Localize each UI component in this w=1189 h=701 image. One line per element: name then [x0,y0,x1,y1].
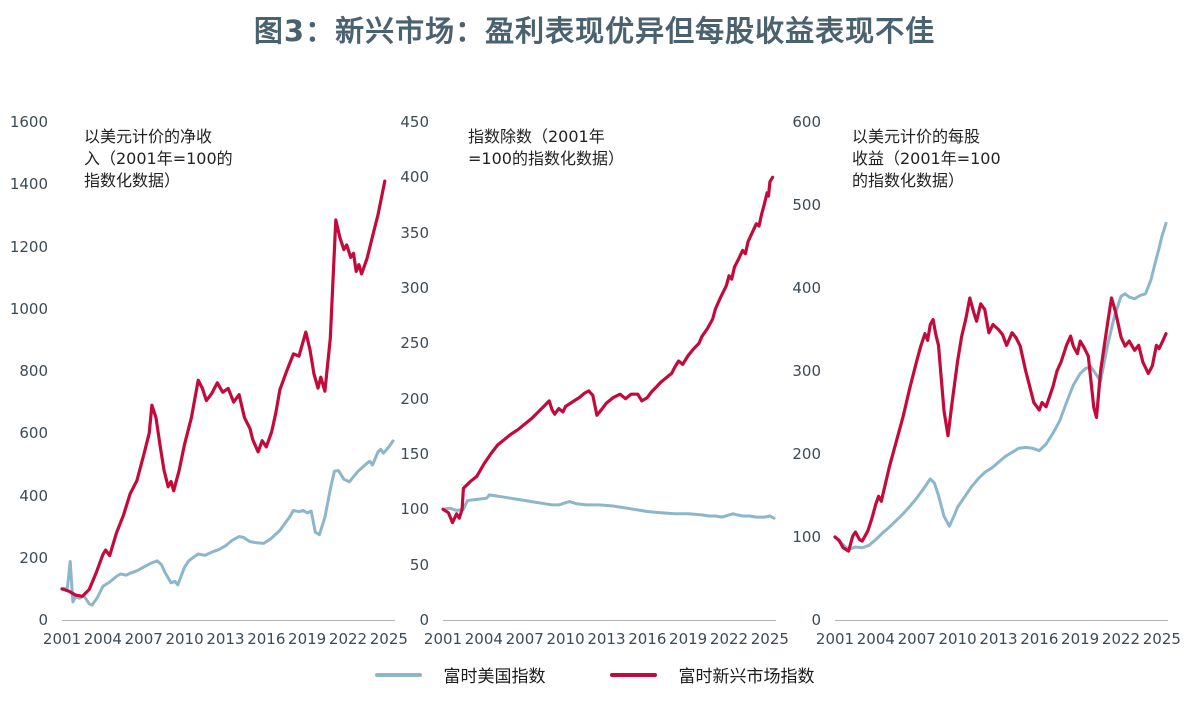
legend-line-swatch-ftse-usa-icon [374,672,422,677]
legend: 富时美国指数 富时新兴市场指数 [0,662,1189,687]
y-axis-tick-label: 200 [19,548,48,567]
y-axis-tick-label: 800 [19,362,48,380]
plot-area [441,175,776,525]
y-axis-tick-label: 200 [792,445,821,463]
y-axis-tick-label: 1400 [9,175,48,194]
y-axis-tick-label: 300 [792,362,821,380]
y-axis-tick-label: 0 [811,611,821,629]
x-axis-tick-label: 2013 [979,630,1018,648]
chart-annotation-index-divisor: 指数除数（2001年 =100的指数化数据） [468,127,624,168]
series-line-us [833,221,1168,551]
x-axis-tick-label: 2025 [750,630,789,648]
y-axis-tick-label: 0 [419,611,429,629]
x-axis-tick-label: 2019 [288,630,327,648]
plot-area [833,221,1168,553]
x-axis-line [835,620,1168,621]
y-axis-tick-label: 150 [400,445,429,463]
x-axis-tick-label: 2016 [1020,630,1059,648]
x-axis-line [62,620,395,621]
x-axis-line [443,620,776,621]
x-axis-tick-label: 2007 [505,630,544,648]
y-axis-tick-label: 1200 [9,237,48,256]
x-axis-tick-label: 2019 [1061,630,1100,648]
y-axis-tick-label: 450 [400,113,429,131]
series-line-us [60,439,395,607]
series-line-em [60,179,387,598]
x-axis-tick-label: 2010 [165,630,204,648]
y-axis-tick-label: 100 [792,528,821,546]
x-axis-tick-label: 2019 [669,630,708,648]
x-axis-tick-label: 2022 [328,630,368,648]
x-axis-tick-label: 2025 [369,630,408,648]
x-axis-tick-label: 2004 [464,630,503,648]
x-axis-tick-label: 2016 [628,630,667,648]
x-axis-tick-label: 2010 [938,630,977,648]
chart-annotation-net-income: 以美元计价的净收 入（2001年=100的 指数化数据） [84,127,233,190]
y-axis-tick-label: 300 [400,279,429,297]
series-line-em [441,175,775,525]
x-axis-tick-label: 2004 [83,630,122,648]
x-axis-tick-label: 2013 [587,630,626,648]
y-axis-tick-label: 600 [19,424,48,443]
x-axis-tick-label: 2010 [546,630,585,648]
legend-line-swatch-ftse-emerging-icon [609,672,657,677]
plot-area [60,179,395,607]
x-axis-tick-label: 2022 [709,630,749,648]
series-line-us [441,493,776,520]
x-axis-tick-label: 2004 [856,630,895,648]
legend-label-ftse-usa: 富时美国指数 [443,667,546,687]
chart-annotation-eps: 以美元计价的每股 收益（2001年=100 的指数化数据） [852,127,1001,190]
y-axis-tick-label: 100 [400,500,429,519]
x-axis-tick-label: 2001 [42,630,82,648]
x-axis-tick-label: 2007 [897,630,936,648]
y-axis-tick-label: 350 [400,223,429,242]
y-axis-tick-label: 1000 [9,299,48,318]
x-axis-tick-label: 2001 [423,630,463,648]
y-axis-tick-label: 50 [409,555,429,574]
series-line-em [833,296,1168,553]
legend-label-ftse-emerging: 富时新兴市场指数 [678,667,815,687]
y-axis-tick-label: 600 [792,113,821,131]
x-axis-tick-label: 2025 [1142,630,1181,648]
y-axis-tick-label: 1600 [9,113,48,131]
y-axis-tick-label: 200 [400,389,429,408]
y-axis-tick-label: 500 [792,196,821,214]
y-axis-tick-label: 400 [400,168,429,187]
y-axis-tick-label: 250 [400,334,429,353]
x-axis-tick-label: 2016 [247,630,286,648]
y-axis-tick-label: 0 [38,611,48,629]
y-axis-tick-label: 400 [19,486,48,505]
x-axis-tick-label: 2001 [815,630,855,648]
y-axis-tick-label: 400 [792,279,821,297]
x-axis-tick-label: 2007 [124,630,163,648]
x-axis-tick-label: 2013 [206,630,245,648]
x-axis-tick-label: 2022 [1101,630,1141,648]
figure-title: 图3：新兴市场：盈利表现优异但每股收益表现不佳 [253,14,936,48]
legend-item-ftse-emerging: 富时新兴市场指数 [609,662,815,687]
legend-item-ftse-usa: 富时美国指数 [374,662,546,687]
